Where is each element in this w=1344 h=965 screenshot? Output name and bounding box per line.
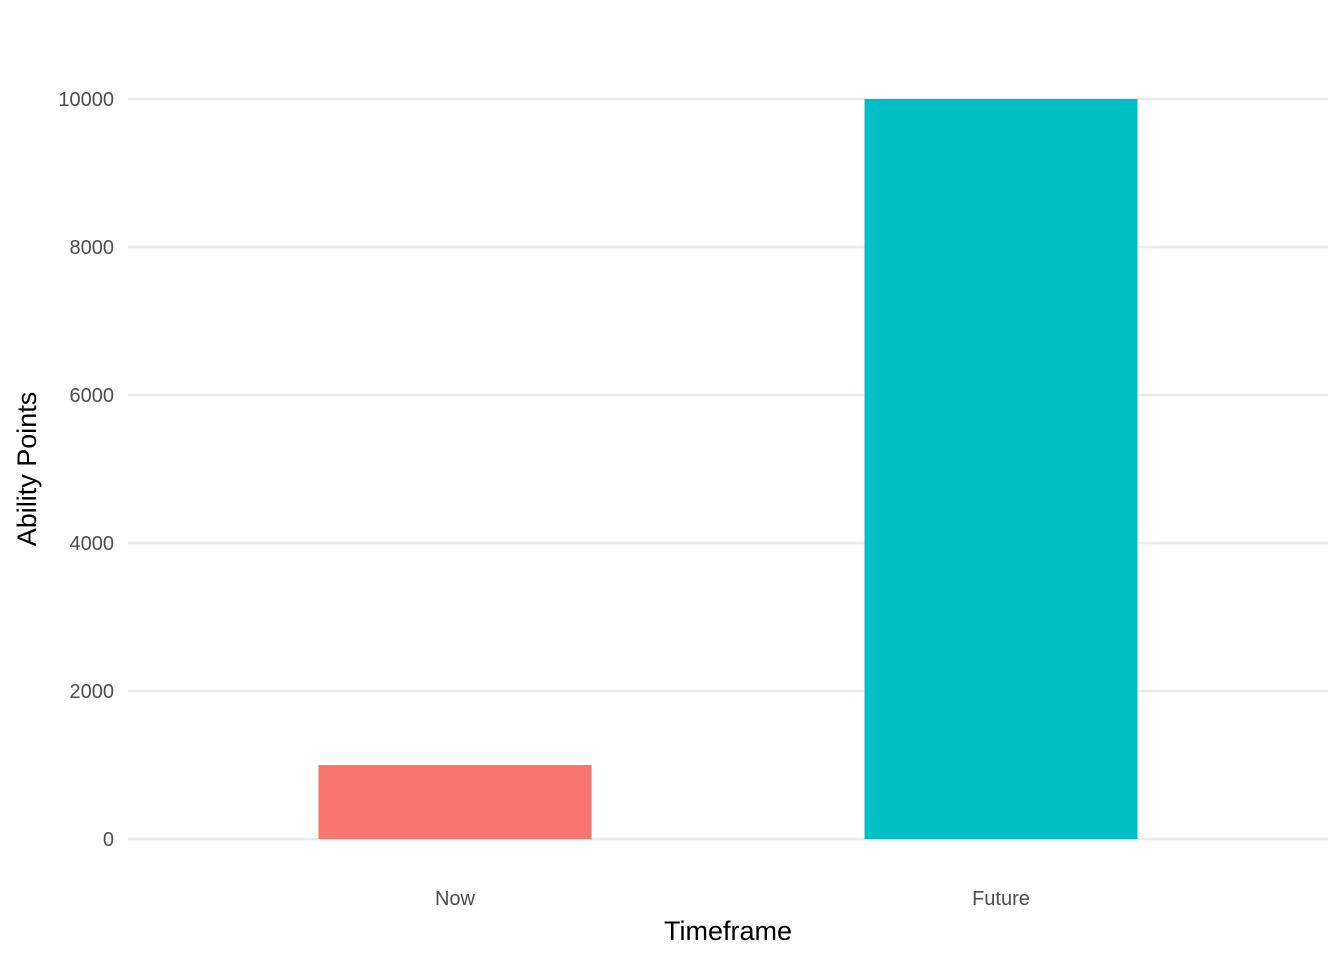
y-tick-label: 8000 — [70, 237, 115, 259]
y-tick-label: 4000 — [70, 533, 115, 555]
y-tick-label: 10000 — [58, 89, 114, 111]
y-tick-label: 2000 — [70, 681, 115, 703]
y-axis-ticks: 0 2000 4000 6000 8000 10000 — [58, 89, 114, 851]
y-axis-title: Ability Points — [12, 392, 42, 547]
x-tick-label: Future — [972, 888, 1030, 910]
bar-layer — [318, 99, 1138, 839]
bar-future — [864, 99, 1138, 839]
x-tick-label: Now — [435, 888, 476, 910]
grid-layer — [128, 97, 1328, 841]
y-tick-label: 0 — [103, 829, 114, 851]
y-tick-label: 6000 — [70, 385, 115, 407]
bar-now — [318, 765, 592, 839]
x-axis-ticks: Now Future — [435, 888, 1030, 910]
x-axis-title: Timeframe — [664, 916, 792, 946]
